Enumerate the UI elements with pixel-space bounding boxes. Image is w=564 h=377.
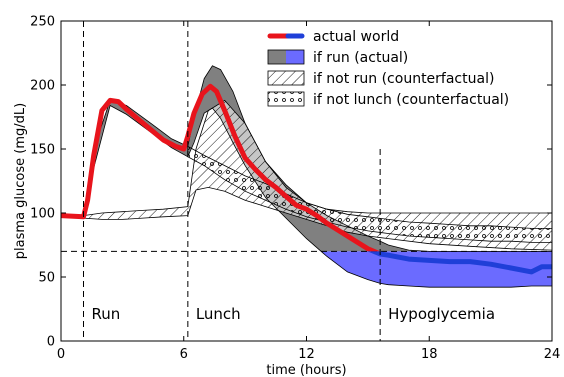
- y-tick-label: 150: [30, 143, 55, 158]
- legend-swatch-outline: [267, 49, 305, 65]
- legend-swatch-blue: [286, 50, 304, 64]
- y-axis-label: plasma glucose (mg/dL): [13, 103, 28, 259]
- legend-label: actual world: [313, 29, 399, 45]
- event-label-hypoglycemia: Hypoglycemia: [388, 305, 495, 323]
- legend-label: if not run (counterfactual): [313, 71, 494, 87]
- band-if-run-actual-outline: [83, 65, 552, 288]
- x-tick-label: 6: [180, 347, 188, 362]
- legend: actual world if run (actual) if not run (c…: [267, 29, 509, 108]
- band-if-not-lunch-counterfactual: [187, 145, 552, 243]
- y-tick-label: 50: [38, 271, 55, 286]
- legend-label: if not lunch (counterfactual): [313, 92, 509, 108]
- x-tick-label: 24: [544, 347, 561, 362]
- plot-frame: [60, 20, 553, 342]
- event-label-run: Run: [92, 305, 121, 323]
- y-tick-label: 250: [30, 15, 55, 30]
- legend-item-if-run-actual: if run (actual): [267, 49, 408, 66]
- x-axis-label: time (hours): [266, 363, 346, 377]
- x-tick-label: 12: [298, 347, 315, 362]
- y-tick-label: 0: [47, 335, 55, 350]
- legend-swatch-dots: [267, 91, 305, 107]
- legend-item-if-not-run-counterfactual: if not run (counterfactual): [267, 70, 494, 87]
- event-annotations: Run Lunch Hypoglycemia: [83, 21, 495, 341]
- legend-item-actual-world: actual world: [267, 29, 399, 45]
- legend-swatch-hatch: [267, 70, 305, 86]
- band-if-run-actual-lower: [321, 251, 552, 288]
- legend-item-if-not-lunch-counterfactual: if not lunch (counterfactual): [267, 91, 509, 108]
- series-actual-world-above-threshold: [61, 83, 381, 252]
- x-tick-label: 18: [421, 347, 438, 362]
- y-tick-label: 100: [30, 207, 55, 222]
- axes: 0 6 12 18 24 0 50 100 150 200 250: [30, 15, 560, 363]
- plot-area: [61, 65, 552, 288]
- x-tick-label: 0: [57, 347, 65, 362]
- legend-label: if run (actual): [313, 50, 408, 66]
- legend-swatch-grey: [268, 50, 286, 64]
- event-label-lunch: Lunch: [196, 305, 241, 323]
- series-actual-world-below-threshold: [367, 251, 552, 275]
- y-tick-label: 200: [30, 79, 55, 94]
